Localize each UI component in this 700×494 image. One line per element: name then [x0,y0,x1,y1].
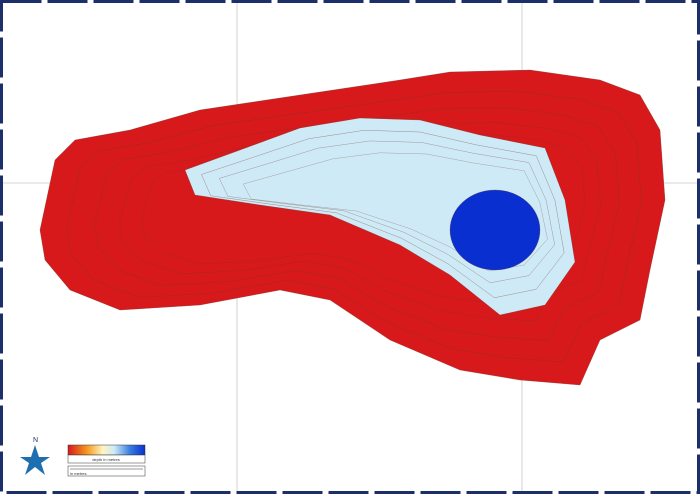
depth-zone [449,189,541,271]
legend-title: depth in metres [92,457,120,462]
legend-box [67,454,146,464]
scale-bar [67,465,146,477]
lake-bathymetry [39,69,666,386]
north-arrow: N [20,437,50,475]
north-label: N [33,437,38,444]
scale-label: in metres [70,471,86,476]
depth-color-bar [67,444,146,456]
legend: depth in metres in metres [67,444,146,477]
